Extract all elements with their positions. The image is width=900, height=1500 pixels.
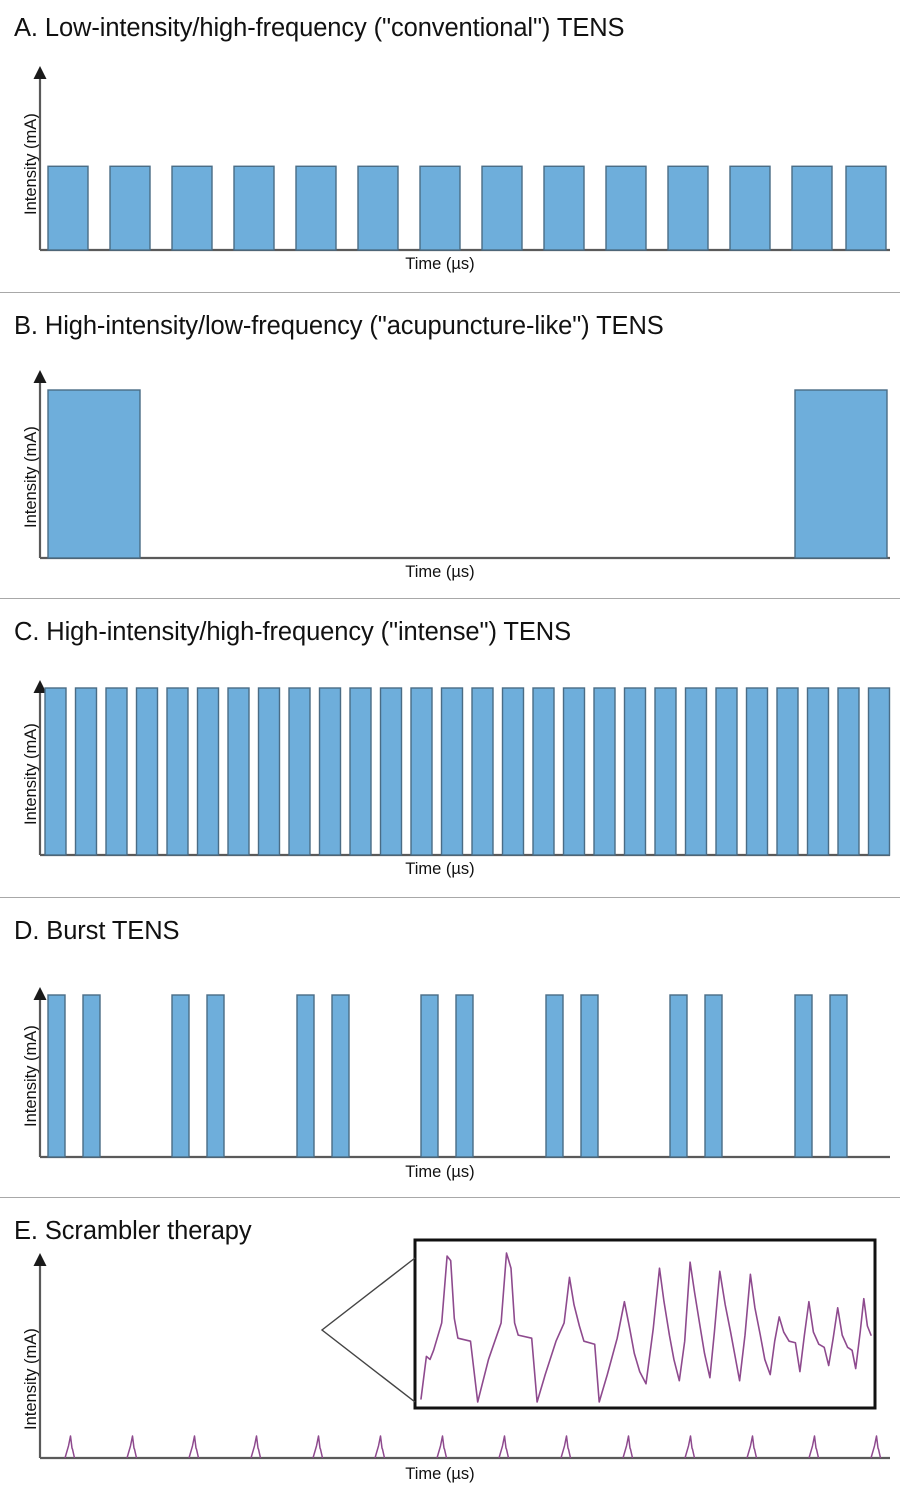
panel-c-pulse-bar <box>532 687 555 856</box>
panel-a-pulse-bar <box>295 165 337 251</box>
panel-e-y-axis-arrow-icon <box>33 1253 47 1266</box>
panel-b-pulse-bar <box>794 389 888 559</box>
panel-a-title: A. Low-intensity/high-frequency ("conven… <box>14 14 625 42</box>
panel-c-pulse-bar <box>257 687 281 856</box>
panel-c-pulse-bar <box>654 687 677 856</box>
panel-e-baseline-spike <box>250 1435 262 1459</box>
panel-c-pulse-bar <box>44 687 67 856</box>
panel-separator-a <box>0 292 900 293</box>
panel-e-inset-box <box>413 1238 877 1410</box>
panel-a-pulse-bar <box>729 165 771 251</box>
panel-separator-c <box>0 897 900 898</box>
panel-d-burst-pulse-bar <box>331 994 350 1158</box>
panel-c-pulse-bar <box>105 687 128 856</box>
panel-a-pulse-bar <box>605 165 647 251</box>
panel-e-title: E. Scrambler therapy <box>14 1217 252 1245</box>
panel-separator-b <box>0 598 900 599</box>
panel-e-baseline-spike <box>622 1435 634 1459</box>
panel-b-y-axis-arrow-icon <box>33 370 47 383</box>
panel-e-x-axis-label: Time (µs) <box>405 1465 475 1483</box>
panel-a-pulse-bar <box>791 165 833 251</box>
panel-e-baseline-spike <box>126 1435 138 1459</box>
panel-c-pulse-bar <box>562 687 586 856</box>
panel-c-pulse-bar <box>501 687 525 856</box>
panel-e-baseline-spike <box>746 1435 758 1459</box>
panel-d-burst-pulse-bar <box>82 994 101 1158</box>
panel-c-pulse-bar <box>166 687 189 856</box>
panel-separator-d <box>0 1197 900 1198</box>
panel-d-burst-pulse-bar <box>47 994 66 1158</box>
panel-c-pulse-bar <box>745 687 769 856</box>
panel-d-burst-pulse-bar <box>669 994 688 1158</box>
panel-a-pulse-bar <box>543 165 585 251</box>
panel-d-burst-pulse-bar <box>829 994 848 1158</box>
panel-d-burst-pulse-bar <box>171 994 190 1158</box>
panel-c-pulse-bar <box>715 687 738 856</box>
panel-e-baseline-spike <box>188 1435 200 1459</box>
panel-c-pulse-bar <box>623 687 647 856</box>
panel-c-x-axis-label: Time (µs) <box>405 860 475 878</box>
panel-d-burst-pulse-bar <box>580 994 599 1158</box>
panel-d-burst-pulse-bar <box>206 994 225 1158</box>
panel-c-pulse-bar <box>776 687 799 856</box>
panel-b-x-axis-label: Time (µs) <box>405 563 475 581</box>
panel-c-pulse-bar <box>227 687 250 856</box>
panel-d-title: D. Burst TENS <box>14 917 180 945</box>
panel-d-burst-pulse-bar <box>296 994 315 1158</box>
panel-e-inset-waveform <box>420 1252 872 1403</box>
panel-a-pulse-bar <box>109 165 151 251</box>
panel-e-baseline-spike <box>808 1435 820 1459</box>
panel-c-pulse-bar <box>837 687 860 856</box>
panel-c-pulse-bar <box>196 687 220 856</box>
panel-d-x-axis-label: Time (µs) <box>405 1163 475 1181</box>
panel-a-pulse-bar <box>481 165 523 251</box>
panel-d-burst-pulse-bar <box>420 994 439 1158</box>
panel-c-pulse-bar <box>318 687 342 856</box>
panel-e-baseline-spike <box>64 1435 76 1459</box>
panel-a-y-axis-arrow-icon <box>33 66 47 79</box>
panel-e-baseline-spike <box>374 1435 386 1459</box>
panel-e-baseline-spike <box>312 1435 324 1459</box>
panel-a-pulse-bar <box>47 165 89 251</box>
panel-c-pulse-bar <box>379 687 403 856</box>
panel-a-pulse-bar <box>357 165 399 251</box>
panel-b-pulse-bar <box>47 389 141 559</box>
panel-a-pulse-bar <box>419 165 461 251</box>
panel-d-burst-pulse-bar <box>545 994 564 1158</box>
panel-c-pulse-bar <box>684 687 708 856</box>
panel-c-pulse-bar <box>471 687 494 856</box>
panel-e-baseline-spike <box>870 1435 882 1459</box>
panel-d-y-axis-arrow-icon <box>33 987 47 1000</box>
panel-c-pulse-bar <box>867 687 891 856</box>
panel-e-baseline-spike <box>560 1435 572 1459</box>
panel-e-baseline-spike <box>684 1435 696 1459</box>
panel-c-pulse-bar <box>349 687 372 856</box>
panel-c-y-axis-arrow-icon <box>33 680 47 693</box>
panel-e-baseline-spike <box>436 1435 448 1459</box>
panel-d-burst-pulse-bar <box>704 994 723 1158</box>
panel-a-pulse-bar <box>171 165 213 251</box>
panel-c-pulse-bar <box>74 687 98 856</box>
panel-c-pulse-bar <box>440 687 464 856</box>
panel-e-baseline-spike <box>498 1435 510 1459</box>
panel-a-pulse-bar <box>845 165 887 251</box>
panel-c-pulse-bar <box>410 687 433 856</box>
panel-d-burst-pulse-bar <box>455 994 474 1158</box>
panel-e-inset-connector <box>320 1257 416 1403</box>
panel-a-x-axis-label: Time (µs) <box>405 255 475 273</box>
panel-c-pulse-bar <box>288 687 311 856</box>
panel-d-burst-pulse-bar <box>794 994 813 1158</box>
panel-a-pulse-bar <box>667 165 709 251</box>
panel-c-pulse-bar <box>135 687 159 856</box>
panel-c-pulse-bar <box>593 687 616 856</box>
panel-c-title: C. High-intensity/high-frequency ("inten… <box>14 618 571 646</box>
panel-b-title: B. High-intensity/low-frequency ("acupun… <box>14 312 664 340</box>
panel-c-pulse-bar <box>806 687 830 856</box>
panel-a-pulse-bar <box>233 165 275 251</box>
